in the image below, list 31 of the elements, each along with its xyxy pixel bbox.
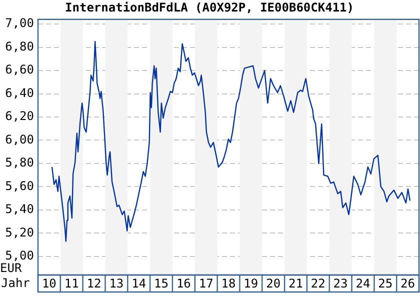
y-axis-title: EUR — [0, 261, 22, 276]
y-tick-label: 5,40 — [5, 202, 34, 216]
y-tick-label: 6,40 — [5, 86, 34, 100]
x-tick-label: 17 — [198, 276, 214, 290]
x-tick-label: 21 — [288, 276, 303, 290]
x-tick-label: 25 — [378, 276, 393, 290]
x-tick-label: 15 — [154, 276, 168, 290]
y-tick-label: 5,60 — [5, 178, 34, 193]
y-tick-label: 6,80 — [5, 39, 34, 54]
x-tick-label: 10 — [42, 276, 56, 290]
y-tick-label: 5,20 — [5, 225, 34, 240]
x-tick-label: 11 — [64, 276, 79, 290]
x-tick-label: 22 — [310, 276, 326, 290]
x-tick-label: 26 — [400, 276, 415, 290]
y-tick-label: 5,00 — [5, 248, 34, 263]
x-tick-label: 14 — [132, 276, 146, 290]
x-tick-label: 19 — [244, 276, 258, 290]
x-axis-title: Jahr — [1, 276, 30, 290]
chart-title: InternationBdFdLA (A0X92P, IE00B60CK411) — [65, 0, 354, 14]
y-tick-label: 6,00 — [5, 132, 34, 146]
x-tick-label: 12 — [86, 276, 102, 290]
x-tick-label: 16 — [176, 276, 191, 290]
x-tick-label: 18 — [221, 276, 236, 290]
x-tick-label: 20 — [266, 276, 281, 290]
y-tick-label: 6,20 — [5, 109, 34, 124]
x-tick-label: 23 — [333, 276, 348, 290]
y-tick-label: 6,60 — [5, 62, 34, 77]
x-tick-label: 24 — [356, 276, 370, 290]
x-tick-label: 13 — [109, 276, 124, 290]
y-tick-label: 7,00 — [5, 16, 34, 30]
y-tick-label: 5,80 — [5, 156, 34, 170]
